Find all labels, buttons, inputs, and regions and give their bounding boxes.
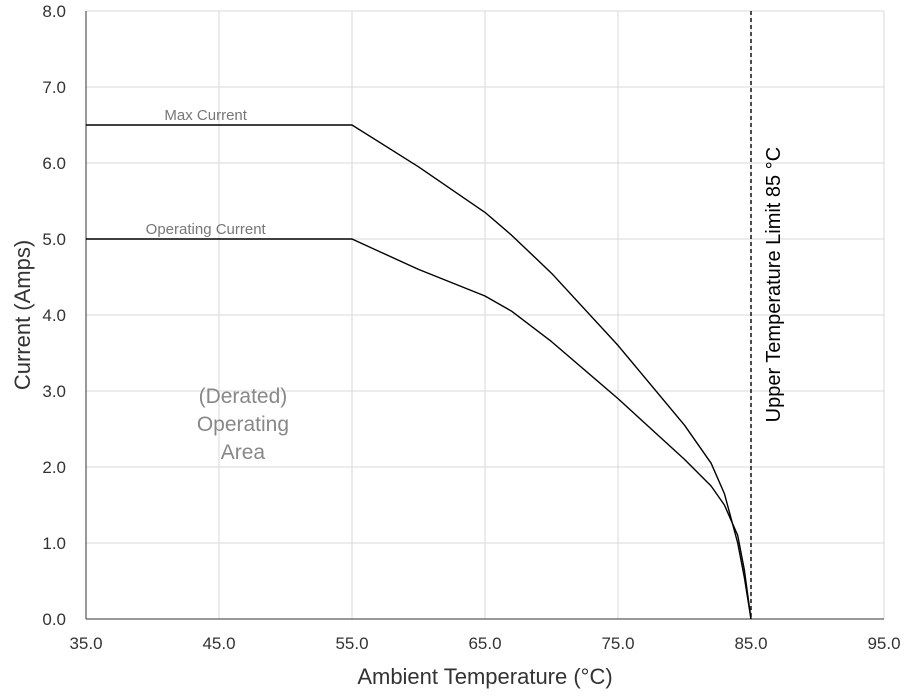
series-line-1	[86, 238, 752, 620]
series-layer	[86, 11, 752, 620]
x-tick-label: 55.0	[335, 634, 368, 653]
series-label-1: Operating Current	[146, 221, 267, 238]
y-tick-label: 0.0	[42, 610, 66, 629]
operating-area-label: (Derated)	[199, 385, 288, 408]
label-layer: Max Current Operating Current Upper Temper…	[146, 107, 785, 464]
series-label-0: Max Current	[164, 107, 247, 124]
series-line-0	[86, 124, 752, 620]
y-tick-label: 1.0	[42, 534, 66, 553]
y-tick-label: 8.0	[42, 2, 66, 21]
operating-area-label: Area	[221, 441, 266, 464]
x-tick-label: 35.0	[69, 634, 102, 653]
y-tick-label: 3.0	[42, 382, 66, 401]
operating-area-label: Operating	[197, 413, 289, 436]
x-tick-label: 45.0	[202, 634, 235, 653]
y-axis-title: Current (Amps)	[10, 240, 35, 390]
axis-layer: 0.0 1.0 2.0 3.0 4.0 5.0 6.0 7.0 8.0 35.0 45.0 55.0 6…	[10, 2, 901, 689]
y-tick-label: 7.0	[42, 78, 66, 97]
y-tick-label: 4.0	[42, 306, 66, 325]
upper-limit-label: Upper Temperature Limit 85 °C	[763, 147, 785, 423]
x-tick-label: 75.0	[601, 634, 634, 653]
y-tick-label: 6.0	[42, 154, 66, 173]
y-tick-label: 2.0	[42, 458, 66, 477]
y-tick-label: 5.0	[42, 230, 66, 249]
x-tick-label: 85.0	[734, 634, 767, 653]
x-tick-label: 65.0	[468, 634, 501, 653]
x-tick-label: 95.0	[867, 634, 900, 653]
x-axis-title: Ambient Temperature (°C)	[357, 664, 612, 689]
